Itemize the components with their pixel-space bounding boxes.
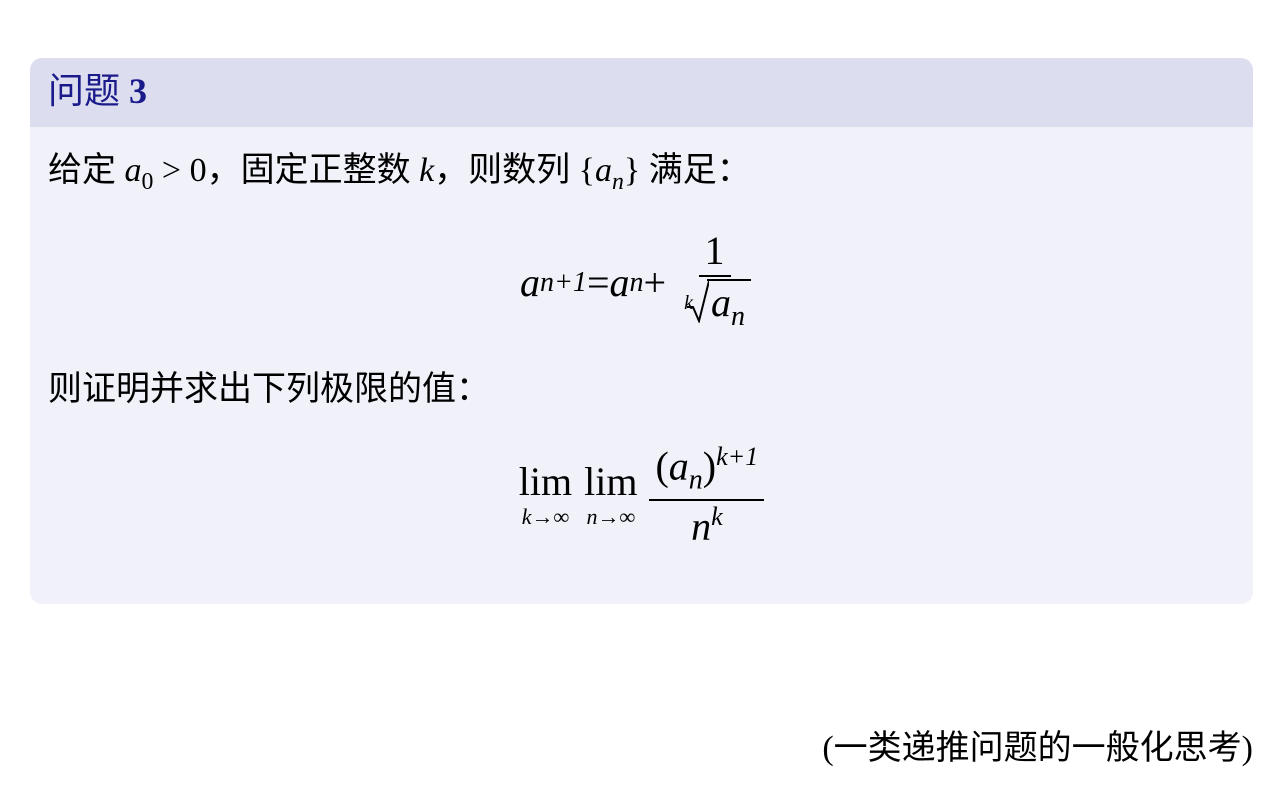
lim-k-sub: k→∞ — [522, 504, 569, 530]
rhs-sub: n — [630, 267, 644, 299]
sub-n: n — [689, 465, 703, 496]
given-line: 给定 a0 > 0，固定正整数 k，则数列 {an} 满足： — [48, 145, 1235, 200]
kth-root: k an — [678, 279, 751, 333]
text: 给定 — [48, 152, 125, 189]
paren-r: ) — [703, 444, 716, 489]
paren-l: ( — [655, 444, 668, 489]
text: } 满足： — [624, 152, 751, 189]
lhs-a: a — [520, 259, 540, 306]
lim-label: lim — [584, 462, 637, 502]
limit-fraction: (an)k+1 nk — [649, 443, 764, 547]
radicand: an — [707, 279, 751, 333]
problem-box: 问题 3 给定 a0 > 0，固定正整数 k，则数列 {an} 满足： an+1… — [30, 58, 1253, 604]
gt-zero: > 0 — [153, 152, 206, 189]
frac-numerator: 1 — [699, 229, 731, 277]
lim-n-sub: n→∞ — [586, 504, 635, 530]
problem-label: 问题 — [48, 71, 120, 111]
problem-number: 3 — [129, 71, 147, 111]
sub-0: 0 — [142, 169, 154, 195]
var-a: a — [669, 444, 689, 489]
text: ，固定正整数 — [207, 152, 420, 189]
lim-label: lim — [519, 462, 572, 502]
equals: = — [587, 259, 610, 306]
var-an: a — [595, 152, 612, 189]
exp-k: k — [711, 502, 723, 531]
caption: (一类递推问题的一般化思考) — [822, 720, 1253, 769]
var-n: n — [691, 503, 711, 548]
eq-inline: an+1 = an + 1 k — [520, 229, 763, 337]
problem-body: 给定 a0 > 0，固定正整数 k，则数列 {an} 满足： an+1 = an… — [30, 127, 1253, 604]
recurrence-equation: an+1 = an + 1 k — [48, 229, 1235, 337]
frac-numerator: (an)k+1 — [649, 443, 764, 500]
var-k: k — [419, 152, 434, 189]
lim-k: lim k→∞ — [519, 462, 572, 530]
radicand-sub: n — [731, 301, 745, 332]
rhs-a: a — [610, 259, 630, 306]
plus: + — [644, 259, 667, 306]
limit-equation: lim k→∞ lim n→∞ (an)k+1 nk — [48, 443, 1235, 547]
problem-header: 问题 3 — [30, 58, 1253, 127]
page: 问题 3 给定 a0 > 0，固定正整数 k，则数列 {an} 满足： an+1… — [0, 0, 1283, 802]
prove-line: 则证明并求出下列极限的值： — [48, 364, 1235, 415]
text: ，则数列 { — [434, 152, 595, 189]
frac-denominator: nk — [685, 501, 729, 548]
lim-n: lim n→∞ — [584, 462, 637, 530]
fraction: 1 k an — [672, 229, 757, 337]
radicand-a: a — [711, 280, 731, 325]
lhs-sub: n+1 — [540, 267, 587, 299]
exp-kp1: k+1 — [716, 442, 758, 471]
var-a0: a — [125, 152, 142, 189]
sub-n: n — [612, 169, 624, 195]
eq-inline-2: lim k→∞ lim n→∞ (an)k+1 nk — [513, 443, 770, 547]
radical-icon — [687, 279, 709, 332]
frac-denominator: k an — [672, 277, 757, 337]
